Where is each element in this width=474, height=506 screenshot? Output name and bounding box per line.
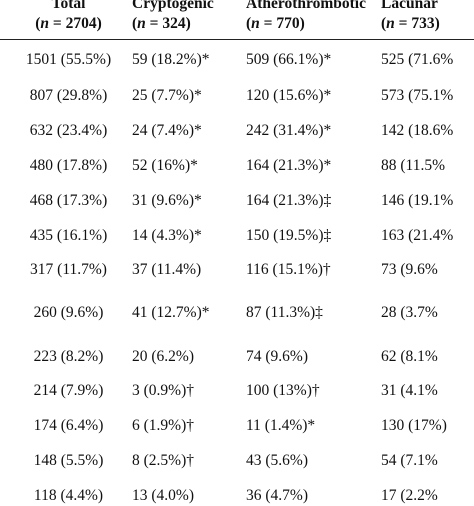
table-cell: 59 (18.2%)* [132, 51, 210, 68]
table-cell: 525 (71.6% [381, 51, 454, 68]
table-cell: 31 (4.1% [381, 382, 438, 399]
table-cell: 807 (29.8%) [29, 87, 108, 104]
table-cell: 480 (17.8%) [29, 157, 108, 174]
table-row: 148 (5.5%) 8 (2.5%)† 43 (5.6%) 54 (7.1% [0, 451, 474, 471]
table-cell: 120 (15.6%)* [246, 87, 332, 104]
table-cell: 36 (4.7%) [246, 487, 308, 504]
table-row: 480 (17.8%) 52 (16%)* 164 (21.3%)* 88 (11.5… [0, 156, 474, 176]
table-row: 807 (29.8%) 25 (7.7%)* 120 (15.6%)* 573 (75… [0, 86, 474, 106]
table-cell: 164 (21.3%)‡ [246, 192, 332, 209]
table-cell: 130 (17%) [381, 417, 447, 434]
header-row-names: Total Cryptogenic Atherothrombotic Lacun… [0, 0, 474, 18]
table-cell: 100 (13%)† [246, 382, 320, 399]
table-cell: 31 (9.6%)* [132, 192, 202, 209]
table-cell: 17 (2.2% [381, 487, 438, 504]
table-cell: 174 (6.4%) [33, 417, 104, 434]
header-row-counts: (n = 2704) (n = 324) (n = 770) (n = 733) [0, 14, 474, 38]
table-row: 214 (7.9%) 3 (0.9%)† 100 (13%)† 31 (4.1% [0, 381, 474, 401]
table-cell: 6 (1.9%)† [132, 417, 194, 434]
table-cell: 148 (5.5%) [33, 452, 104, 469]
n-value: = 2704) [52, 15, 102, 32]
table-row: 174 (6.4%) 6 (1.9%)† 11 (1.4%)* 130 (17%) [0, 416, 474, 436]
header-atherothrombotic: Atherothrombotic [246, 0, 366, 12]
table-cell: 37 (11.4%) [132, 261, 202, 278]
table-cell: 223 (8.2%) [33, 348, 104, 365]
table-cell: 317 (11.7%) [30, 261, 107, 278]
table-cell: 8 (2.5%)† [132, 452, 194, 469]
n-symbol: n [251, 15, 260, 32]
header-cryptogenic-n: (n = 324) [132, 15, 191, 32]
header-lacunar: Lacunar [381, 0, 438, 12]
header-total-n: (n = 2704) [35, 15, 102, 32]
n-symbol: n [137, 15, 146, 32]
table-row: 435 (16.1%) 14 (4.3%)* 150 (19.5%)‡ 163 (21… [0, 226, 474, 246]
table-row: 468 (17.3%) 31 (9.6%)* 164 (21.3%)‡ 146 (19… [0, 191, 474, 211]
table-cell: 41 (12.7%)* [132, 304, 210, 321]
table-cell: 242 (31.4%)* [246, 122, 332, 139]
header-rule [0, 39, 474, 40]
table-cell: 74 (9.6%) [246, 348, 308, 365]
n-value: = 733) [398, 15, 440, 32]
table-cell: 150 (19.5%)‡ [246, 227, 332, 244]
header-total: Total [51, 0, 86, 12]
table-cell: 142 (18.6% [381, 122, 454, 139]
table-cell: 435 (16.1%) [29, 227, 108, 244]
table-row: 632 (23.4%) 24 (7.4%)* 242 (31.4%)* 142 (18… [0, 121, 474, 141]
table-cell: 214 (7.9%) [33, 382, 104, 399]
table-cell: 62 (8.1% [381, 348, 438, 365]
table-cell: 509 (66.1%)* [246, 51, 332, 68]
n-value: = 770) [263, 15, 305, 32]
table-cell: 43 (5.6%) [246, 452, 308, 469]
table-cell: 88 (11.5% [381, 157, 445, 174]
header-cryptogenic: Cryptogenic [132, 0, 214, 12]
header-lacunar-n: (n = 733) [381, 15, 440, 32]
table-cell: 468 (17.3%) [29, 192, 108, 209]
table-row: 118 (4.4%) 13 (4.0%) 36 (4.7%) 17 (2.2% [0, 486, 474, 506]
table-cell: 116 (15.1%)† [246, 261, 331, 278]
table-cell: 52 (16%)* [132, 157, 198, 174]
table-cell: 14 (4.3%)* [132, 227, 202, 244]
table-cell: 13 (4.0%) [132, 487, 194, 504]
table-row: 1501 (55.5%) 59 (18.2%)* 509 (66.1%)* 525 (… [0, 50, 474, 70]
table-cell: 25 (7.7%)* [132, 87, 202, 104]
n-symbol: n [386, 15, 395, 32]
table-cell: 24 (7.4%)* [132, 122, 202, 139]
table-cell: 164 (21.3%)* [246, 157, 332, 174]
table-row: 223 (8.2%) 20 (6.2%) 74 (9.6%) 62 (8.1% [0, 347, 474, 367]
table-cell: 11 (1.4%)* [246, 417, 316, 434]
table-cell: 20 (6.2%) [132, 348, 194, 365]
table-cell: 54 (7.1% [381, 452, 438, 469]
table-cell: 146 (19.1% [381, 192, 454, 209]
header-atherothrombotic-n: (n = 770) [246, 15, 305, 32]
table-cell: 73 (9.6% [381, 261, 438, 278]
table-cell: 87 (11.3%)‡ [246, 304, 323, 321]
table-cell: 1501 (55.5%) [25, 51, 112, 68]
table-row: 260 (9.6%) 41 (12.7%)* 87 (11.3%)‡ 28 (3.7% [0, 303, 474, 323]
table-row: 317 (11.7%) 37 (11.4%) 116 (15.1%)† 73 (9.6… [0, 260, 474, 280]
table-cell: 260 (9.6%) [33, 304, 104, 321]
table-cell: 632 (23.4%) [29, 122, 108, 139]
table-cell: 3 (0.9%)† [132, 382, 194, 399]
table-cell: 28 (3.7% [381, 304, 438, 321]
n-symbol: n [40, 15, 50, 32]
table-cell: 573 (75.1% [381, 87, 454, 104]
table-cell: 118 (4.4%) [33, 487, 104, 504]
table-cell: 163 (21.4% [381, 227, 454, 244]
n-value: = 324) [149, 15, 191, 32]
